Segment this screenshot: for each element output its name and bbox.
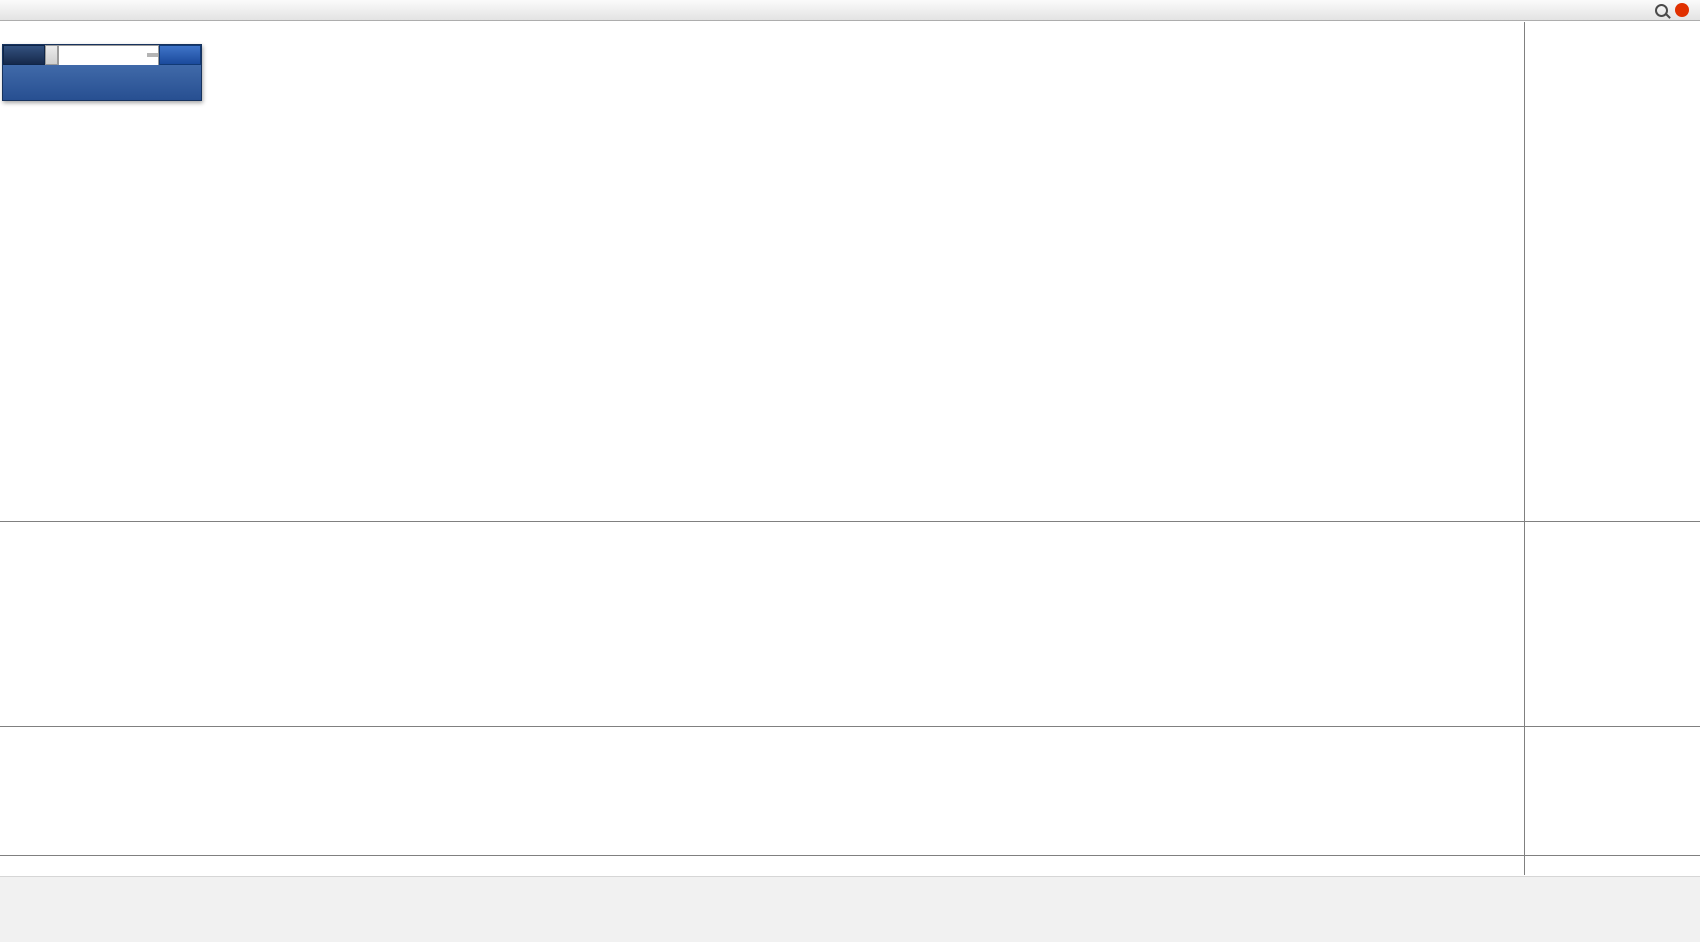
search-icon[interactable] xyxy=(1655,3,1668,17)
toolbar-right xyxy=(1655,3,1697,17)
stepper-up-icon[interactable] xyxy=(147,53,158,55)
window-footer xyxy=(0,876,1700,942)
buy-price xyxy=(102,65,201,100)
price-axis[interactable] xyxy=(1524,22,1700,875)
buy-button[interactable] xyxy=(159,45,201,65)
volume-dropdown-icon[interactable] xyxy=(45,45,58,65)
notification-badge[interactable] xyxy=(1675,3,1689,17)
rsi-chart[interactable] xyxy=(0,727,1524,855)
volume-input[interactable] xyxy=(59,47,158,65)
one-click-trading-panel xyxy=(2,44,202,101)
volume-field xyxy=(58,45,159,65)
volume-stepper[interactable] xyxy=(147,46,158,64)
macd-chart[interactable] xyxy=(0,522,1524,726)
panel-separator xyxy=(0,855,1700,856)
stepper-down-icon[interactable] xyxy=(147,55,158,57)
time-axis[interactable] xyxy=(0,856,1700,875)
sell-button[interactable] xyxy=(3,45,45,65)
panel-separator[interactable] xyxy=(0,521,1700,522)
sell-price xyxy=(3,65,102,100)
toolbar xyxy=(0,0,1700,21)
panel-separator[interactable] xyxy=(0,726,1700,727)
main-chart[interactable] xyxy=(0,22,1524,521)
